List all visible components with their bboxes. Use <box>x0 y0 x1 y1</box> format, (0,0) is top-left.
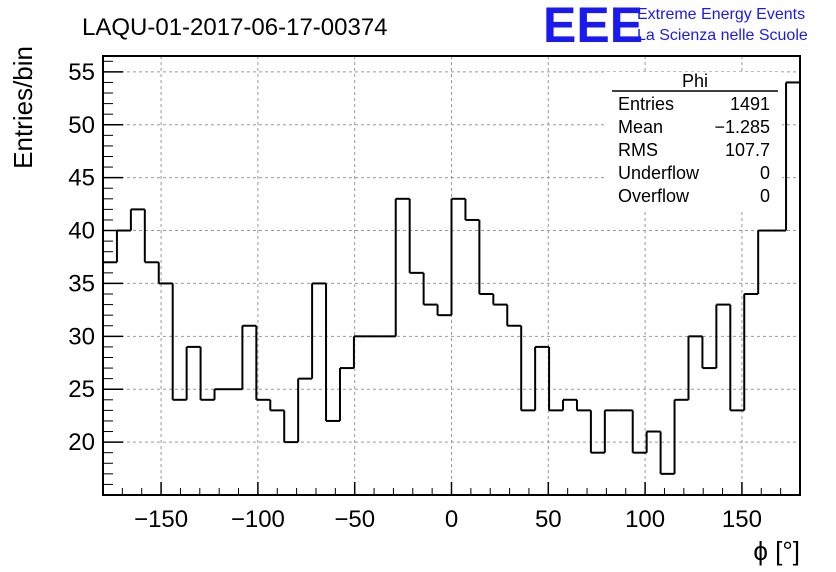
x-tick-label: 0 <box>445 506 458 533</box>
x-axis-ticks: −150 −100 −50 0 50 100 150 <box>121 482 782 533</box>
y-tick-label: 25 <box>68 376 95 403</box>
stats-box: Phi Entries 1491 Mean −1.285 RMS 107.7 Underfl… <box>606 71 782 212</box>
y-tick-label: 55 <box>68 59 95 86</box>
stats-row-value: −1.285 <box>714 117 770 137</box>
stats-row-label: Entries <box>618 94 674 114</box>
y-axis-ticks: 20 25 30 35 40 45 50 55 <box>68 59 123 485</box>
y-tick-label: 40 <box>68 218 95 245</box>
y-tick-label: 35 <box>68 270 95 297</box>
logo-mark: EEE <box>543 0 643 53</box>
x-tick-label: −150 <box>134 506 188 533</box>
y-tick-label: 20 <box>68 429 95 456</box>
stats-row-label: Overflow <box>618 186 690 206</box>
stats-row-value: 0 <box>760 163 770 183</box>
x-tick-label: −100 <box>231 506 285 533</box>
stats-row-value: 0 <box>760 186 770 206</box>
y-tick-label: 50 <box>68 112 95 139</box>
y-axis-label: Entries/bin <box>8 46 38 169</box>
x-axis-label: ϕ [°] <box>753 536 800 566</box>
logo-line-2: La Scienza nelle Scuole <box>637 27 808 44</box>
stats-rows: Entries 1491 Mean −1.285 RMS 107.7 Underflow 0 O… <box>618 94 770 206</box>
x-tick-label: −50 <box>334 506 375 533</box>
x-tick-label: 150 <box>722 506 762 533</box>
stats-row-label: RMS <box>618 140 658 160</box>
stats-row-value: 107.7 <box>725 140 770 160</box>
y-tick-label: 45 <box>68 165 95 192</box>
eee-logo: EEE Extreme Energy Events La Scienza nel… <box>543 0 808 53</box>
stats-title: Phi <box>682 71 708 91</box>
x-tick-label: 100 <box>625 506 665 533</box>
stats-row-label: Underflow <box>618 163 700 183</box>
stats-row-value: 1491 <box>730 94 770 114</box>
histogram-steps <box>103 81 800 475</box>
logo-line-1: Extreme Energy Events <box>637 6 805 23</box>
stats-box-background <box>606 72 782 212</box>
x-tick-label: 50 <box>535 506 562 533</box>
stats-row-label: Mean <box>618 117 663 137</box>
chart-title: LAQU-01-2017-06-17-00374 <box>82 14 388 41</box>
y-tick-label: 30 <box>68 323 95 350</box>
